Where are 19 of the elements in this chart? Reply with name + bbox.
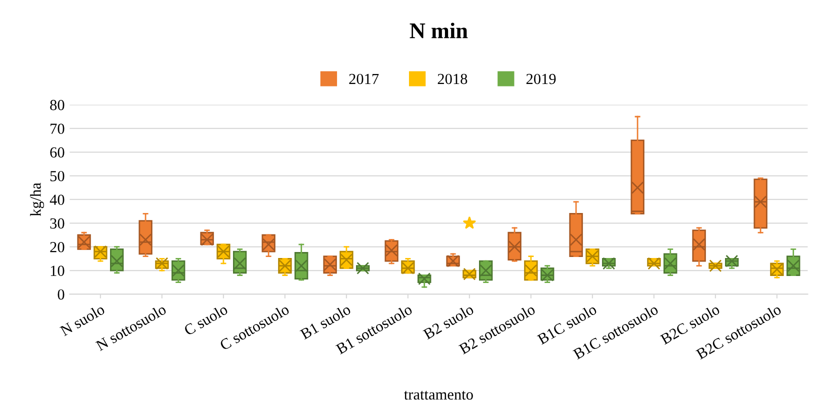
legend-label: 2018 — [438, 74, 468, 84]
y-tick-label: 10 — [50, 266, 64, 276]
y-tick-label: 70 — [50, 124, 64, 134]
y-tick-label: 60 — [50, 147, 64, 158]
x-tick-label: N suolo — [59, 304, 106, 336]
y-axis-title: kg/ha — [30, 182, 44, 216]
y-tick-label: 50 — [50, 170, 64, 182]
x-tick-label: C suolo — [183, 304, 228, 336]
legend-label: 2017 — [349, 74, 379, 84]
y-tick-label: 40 — [50, 194, 64, 205]
y-tick-label: 0 — [58, 289, 64, 300]
x-tick-label: B2 suolo — [422, 304, 474, 340]
y-tick-label: 20 — [50, 242, 64, 252]
legend-label: 2019 — [526, 74, 556, 84]
y-tick-label: 80 — [50, 100, 64, 110]
y-tick-label: 30 — [50, 218, 64, 229]
x-tick-label: B1 suolo — [299, 304, 352, 340]
x-axis-title: trattamento — [404, 390, 473, 400]
chart-title: N min — [410, 22, 468, 38]
